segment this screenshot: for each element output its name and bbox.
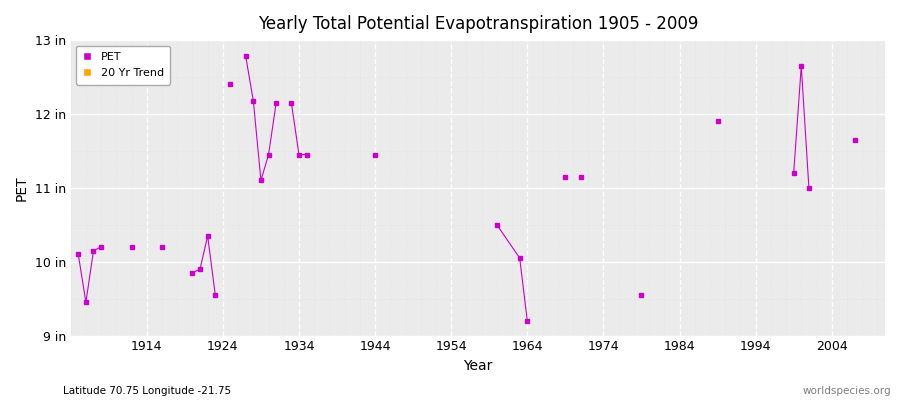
Text: Latitude 70.75 Longitude -21.75: Latitude 70.75 Longitude -21.75 (63, 386, 231, 396)
Title: Yearly Total Potential Evapotranspiration 1905 - 2009: Yearly Total Potential Evapotranspiratio… (257, 15, 698, 33)
Text: worldspecies.org: worldspecies.org (803, 386, 891, 396)
Y-axis label: PET: PET (15, 175, 29, 201)
Legend: PET, 20 Yr Trend: PET, 20 Yr Trend (76, 46, 170, 84)
X-axis label: Year: Year (464, 359, 492, 373)
